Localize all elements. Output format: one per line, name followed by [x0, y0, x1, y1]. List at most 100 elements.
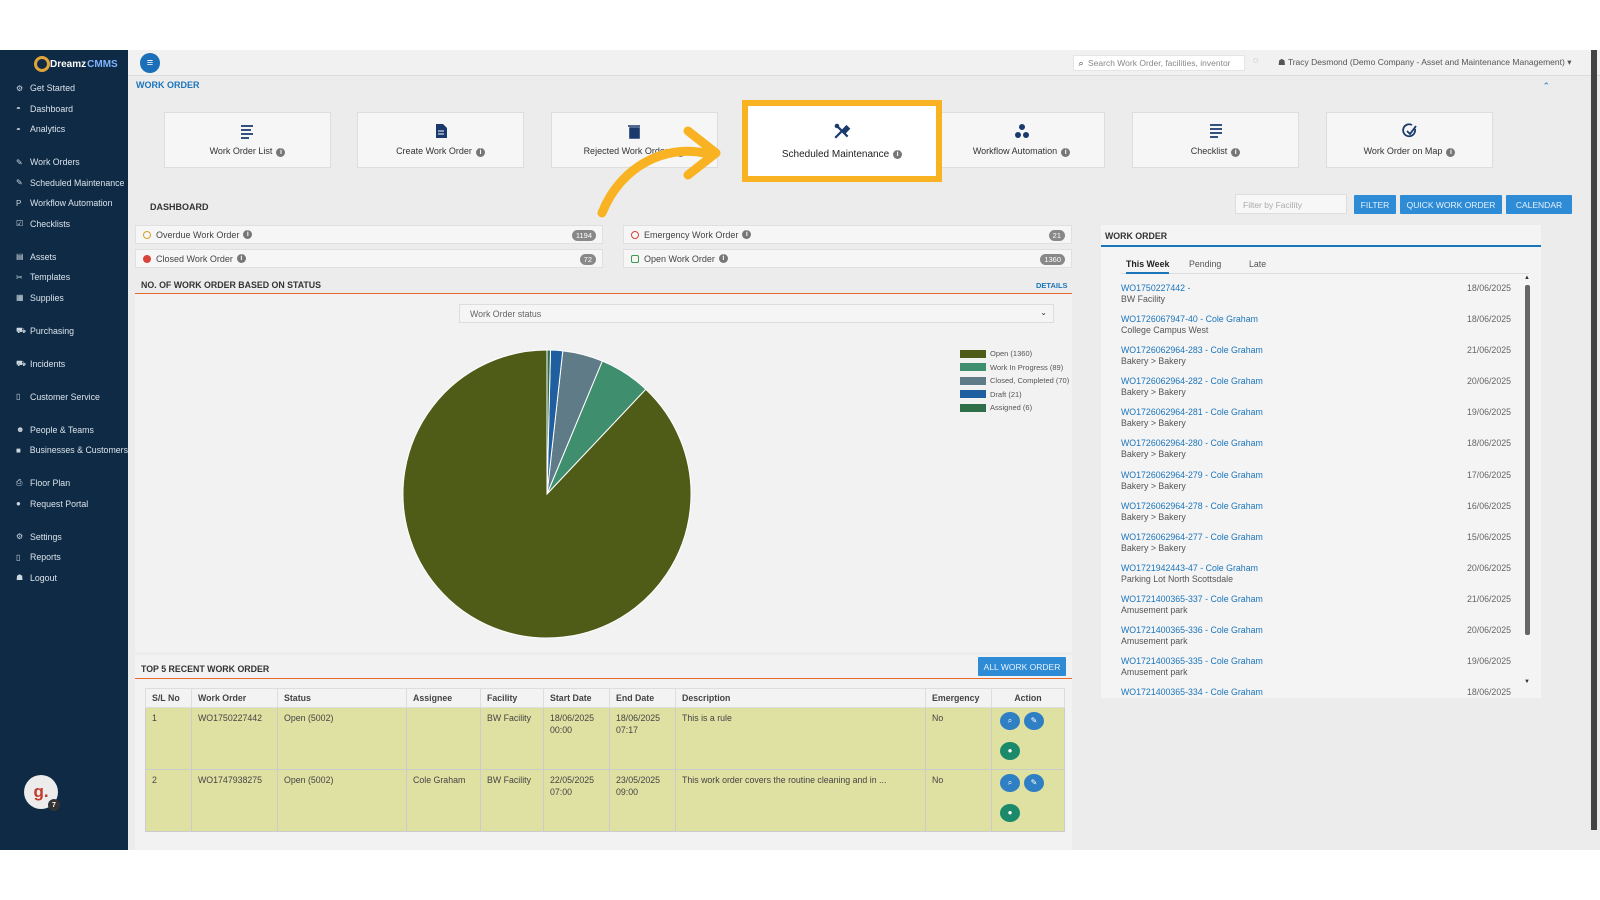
list-item[interactable]: WO1721400365-337 - Cole Graham Amusement …: [1121, 594, 1511, 625]
scroll-down-icon[interactable]: ▼: [1524, 679, 1530, 685]
legend-item[interactable]: Draft (21): [960, 388, 1069, 402]
work-order-link[interactable]: WO1726062964-279 - Cole Graham: [1121, 469, 1263, 480]
list-item[interactable]: WO1726062964-281 - Cole Graham Bakery > B…: [1121, 407, 1511, 438]
pie-slice-0[interactable]: [402, 349, 692, 639]
sidebar-item-settings[interactable]: ⚙ Settings: [16, 531, 62, 542]
sidebar-item-analytics[interactable]: ◓ Analytics: [16, 124, 66, 135]
work-order-link[interactable]: WO1726062964-281 - Cole Graham: [1121, 407, 1263, 418]
work-order-link[interactable]: WO1726062964-277 - Cole Graham: [1121, 531, 1263, 542]
sidebar-item-purchasing[interactable]: ⛟ Purchasing: [16, 325, 75, 336]
user-menu[interactable]: ☗ Tracy Desmond (Demo Company - Asset an…: [1278, 57, 1572, 67]
sidebar-item-floor-plan[interactable]: ⎙ Floor Plan: [16, 478, 71, 489]
sidebar-item-get-started[interactable]: ⚙ Get Started: [16, 83, 75, 94]
table-row[interactable]: 1 WO1750227442 Open (5002) BW Facility 1…: [145, 707, 1065, 770]
sidebar-item-templates[interactable]: ✂ Templates: [16, 272, 71, 283]
sidebar-item-incidents[interactable]: ⛟ Incidents: [16, 358, 66, 369]
list-item[interactable]: WO1750227442 - BW Facility 18/06/2025: [1121, 283, 1511, 314]
chat-icon[interactable]: ◌: [1253, 55, 1259, 65]
info-icon[interactable]: i: [893, 149, 903, 159]
collapse-icon[interactable]: ⌃: [1542, 81, 1550, 91]
tab-late[interactable]: Late: [1249, 259, 1267, 269]
info-icon[interactable]: i: [243, 230, 253, 239]
work-order-link[interactable]: WO1726067947-40 - Cole Graham: [1121, 314, 1258, 325]
scrollbar[interactable]: [1525, 285, 1530, 635]
info-icon[interactable]: i: [1231, 147, 1241, 157]
work-order-link[interactable]: WO1726062964-280 - Cole Graham: [1121, 438, 1263, 449]
sidebar-item-dashboard[interactable]: ◓ Dashboard: [16, 103, 74, 114]
work-order-link[interactable]: WO1721942443-47 - Cole Graham: [1121, 562, 1258, 573]
stat-overdue[interactable]: Overdue Work Order i 1194: [135, 225, 603, 244]
tile-workflow-automation[interactable]: Workflow Automation i: [938, 112, 1105, 168]
sidebar-item-scheduled-maintenance[interactable]: ✎ Scheduled Maintenance: [16, 177, 125, 188]
work-order-link[interactable]: WO1726062964-283 - Cole Graham: [1121, 345, 1263, 356]
view-icon[interactable]: ⌕: [1000, 712, 1020, 730]
work-order-link[interactable]: WO1721400365-334 - Cole Graham: [1121, 687, 1263, 698]
sidebar-item-workflow-automation[interactable]: P Workflow Automation: [16, 198, 113, 209]
legend-item[interactable]: Open (1360): [960, 347, 1069, 361]
tile-scheduled-maintenance[interactable]: Scheduled Maintenance i: [742, 100, 942, 182]
list-item[interactable]: WO1721400365-335 - Cole Graham Amusement …: [1121, 656, 1511, 687]
comment-icon[interactable]: ●: [1000, 742, 1020, 760]
list-item[interactable]: WO1721400365-334 - Cole Graham 18/06/2025: [1121, 687, 1511, 718]
legend-item[interactable]: Assigned (6): [960, 401, 1069, 415]
sidebar-item-customer-service[interactable]: ▯ Customer Service: [16, 391, 100, 402]
tile-rejected-work-orders[interactable]: Rejected Work Orders i: [551, 112, 718, 168]
list-item[interactable]: WO1726062964-282 - Cole Graham Bakery > B…: [1121, 376, 1511, 407]
page-scrollbar[interactable]: [1591, 50, 1597, 830]
tile-work-order-list[interactable]: Work Order List i: [164, 112, 331, 168]
legend-item[interactable]: Work In Progress (89): [960, 361, 1069, 375]
info-icon[interactable]: i: [276, 147, 286, 157]
facility-filter-input[interactable]: Filter by Facility: [1235, 194, 1347, 214]
list-item[interactable]: WO1721942443-47 - Cole Graham Parking Lot…: [1121, 563, 1511, 594]
work-order-link[interactable]: WO1721400365-336 - Cole Graham: [1121, 625, 1263, 636]
list-item[interactable]: WO1726062964-277 - Cole Graham Bakery > B…: [1121, 532, 1511, 563]
list-item[interactable]: WO1726062964-279 - Cole Graham Bakery > B…: [1121, 470, 1511, 501]
calendar-button[interactable]: CALENDAR: [1506, 195, 1572, 214]
info-icon[interactable]: i: [475, 147, 485, 157]
search-input[interactable]: ⌕ Search Work Order, facilities, invento…: [1073, 55, 1245, 71]
sidebar-item-supplies[interactable]: ▦ Supplies: [16, 292, 64, 303]
info-icon[interactable]: i: [718, 254, 728, 263]
view-icon[interactable]: ⌕: [1000, 774, 1020, 792]
sidebar-item-businesses-customers[interactable]: ■ Businesses & Customers: [16, 445, 128, 456]
tab-pending[interactable]: Pending: [1189, 259, 1222, 269]
info-icon[interactable]: i: [742, 230, 752, 239]
table-row[interactable]: 2 WO1747938275 Open (5002) Cole Graham B…: [145, 769, 1065, 832]
logo[interactable]: Dreamz CMMS: [0, 50, 128, 78]
tile-checklist[interactable]: Checklist i: [1132, 112, 1299, 168]
info-icon[interactable]: i: [1446, 147, 1456, 157]
sidebar-item-assets[interactable]: ▤ Assets: [16, 251, 57, 262]
menu-toggle-icon[interactable]: ≡: [140, 53, 160, 73]
scroll-up-icon[interactable]: ▲: [1524, 275, 1530, 281]
sidebar-item-request-portal[interactable]: ● Request Portal: [16, 498, 89, 509]
list-item[interactable]: WO1721400365-336 - Cole Graham Amusement …: [1121, 625, 1511, 656]
tile-work-order-on-map[interactable]: Work Order on Map i: [1326, 112, 1493, 168]
info-icon[interactable]: i: [1061, 147, 1071, 157]
tab-this-week[interactable]: This Week: [1126, 259, 1170, 274]
stat-closed[interactable]: Closed Work Order i 72: [135, 249, 603, 268]
work-order-link[interactable]: WO1750227442 -: [1121, 283, 1191, 293]
work-order-link[interactable]: WO1721400365-337 - Cole Graham: [1121, 593, 1263, 604]
avatar[interactable]: g. 7: [24, 775, 60, 811]
comment-icon[interactable]: ●: [1000, 804, 1020, 822]
stat-emergency[interactable]: Emergency Work Order i 21: [623, 225, 1072, 244]
work-order-link[interactable]: WO1721400365-335 - Cole Graham: [1121, 656, 1263, 667]
all-work-order-button[interactable]: ALL WORK ORDER: [978, 657, 1066, 676]
sidebar-item-reports[interactable]: ▯ Reports: [16, 552, 61, 563]
status-select[interactable]: Work Order status ⌄: [459, 304, 1054, 323]
work-order-link[interactable]: WO1726062964-278 - Cole Graham: [1121, 500, 1263, 511]
list-item[interactable]: WO1726062964-280 - Cole Graham Bakery > B…: [1121, 438, 1511, 469]
list-item[interactable]: WO1726067947-40 - Cole Graham College Cam…: [1121, 314, 1511, 345]
pie-slice-4[interactable]: [546, 349, 552, 495]
legend-item[interactable]: Closed, Completed (70): [960, 374, 1069, 388]
list-item[interactable]: WO1726062964-283 - Cole Graham Bakery > B…: [1121, 345, 1511, 376]
stat-open[interactable]: Open Work Order i 1360: [623, 249, 1072, 268]
work-order-link[interactable]: WO1726062964-282 - Cole Graham: [1121, 376, 1263, 387]
sidebar-item-work-orders[interactable]: ✎ Work Orders: [16, 157, 80, 168]
list-item[interactable]: WO1726062964-278 - Cole Graham Bakery > B…: [1121, 501, 1511, 532]
sidebar-item-people-teams[interactable]: ☻ People & Teams: [16, 424, 94, 435]
filter-button[interactable]: FILTER: [1354, 195, 1396, 214]
tile-create-work-order[interactable]: Create Work Order i: [357, 112, 524, 168]
sidebar-item-logout[interactable]: ☗ Logout: [16, 572, 57, 583]
edit-icon[interactable]: ✎: [1024, 774, 1044, 792]
